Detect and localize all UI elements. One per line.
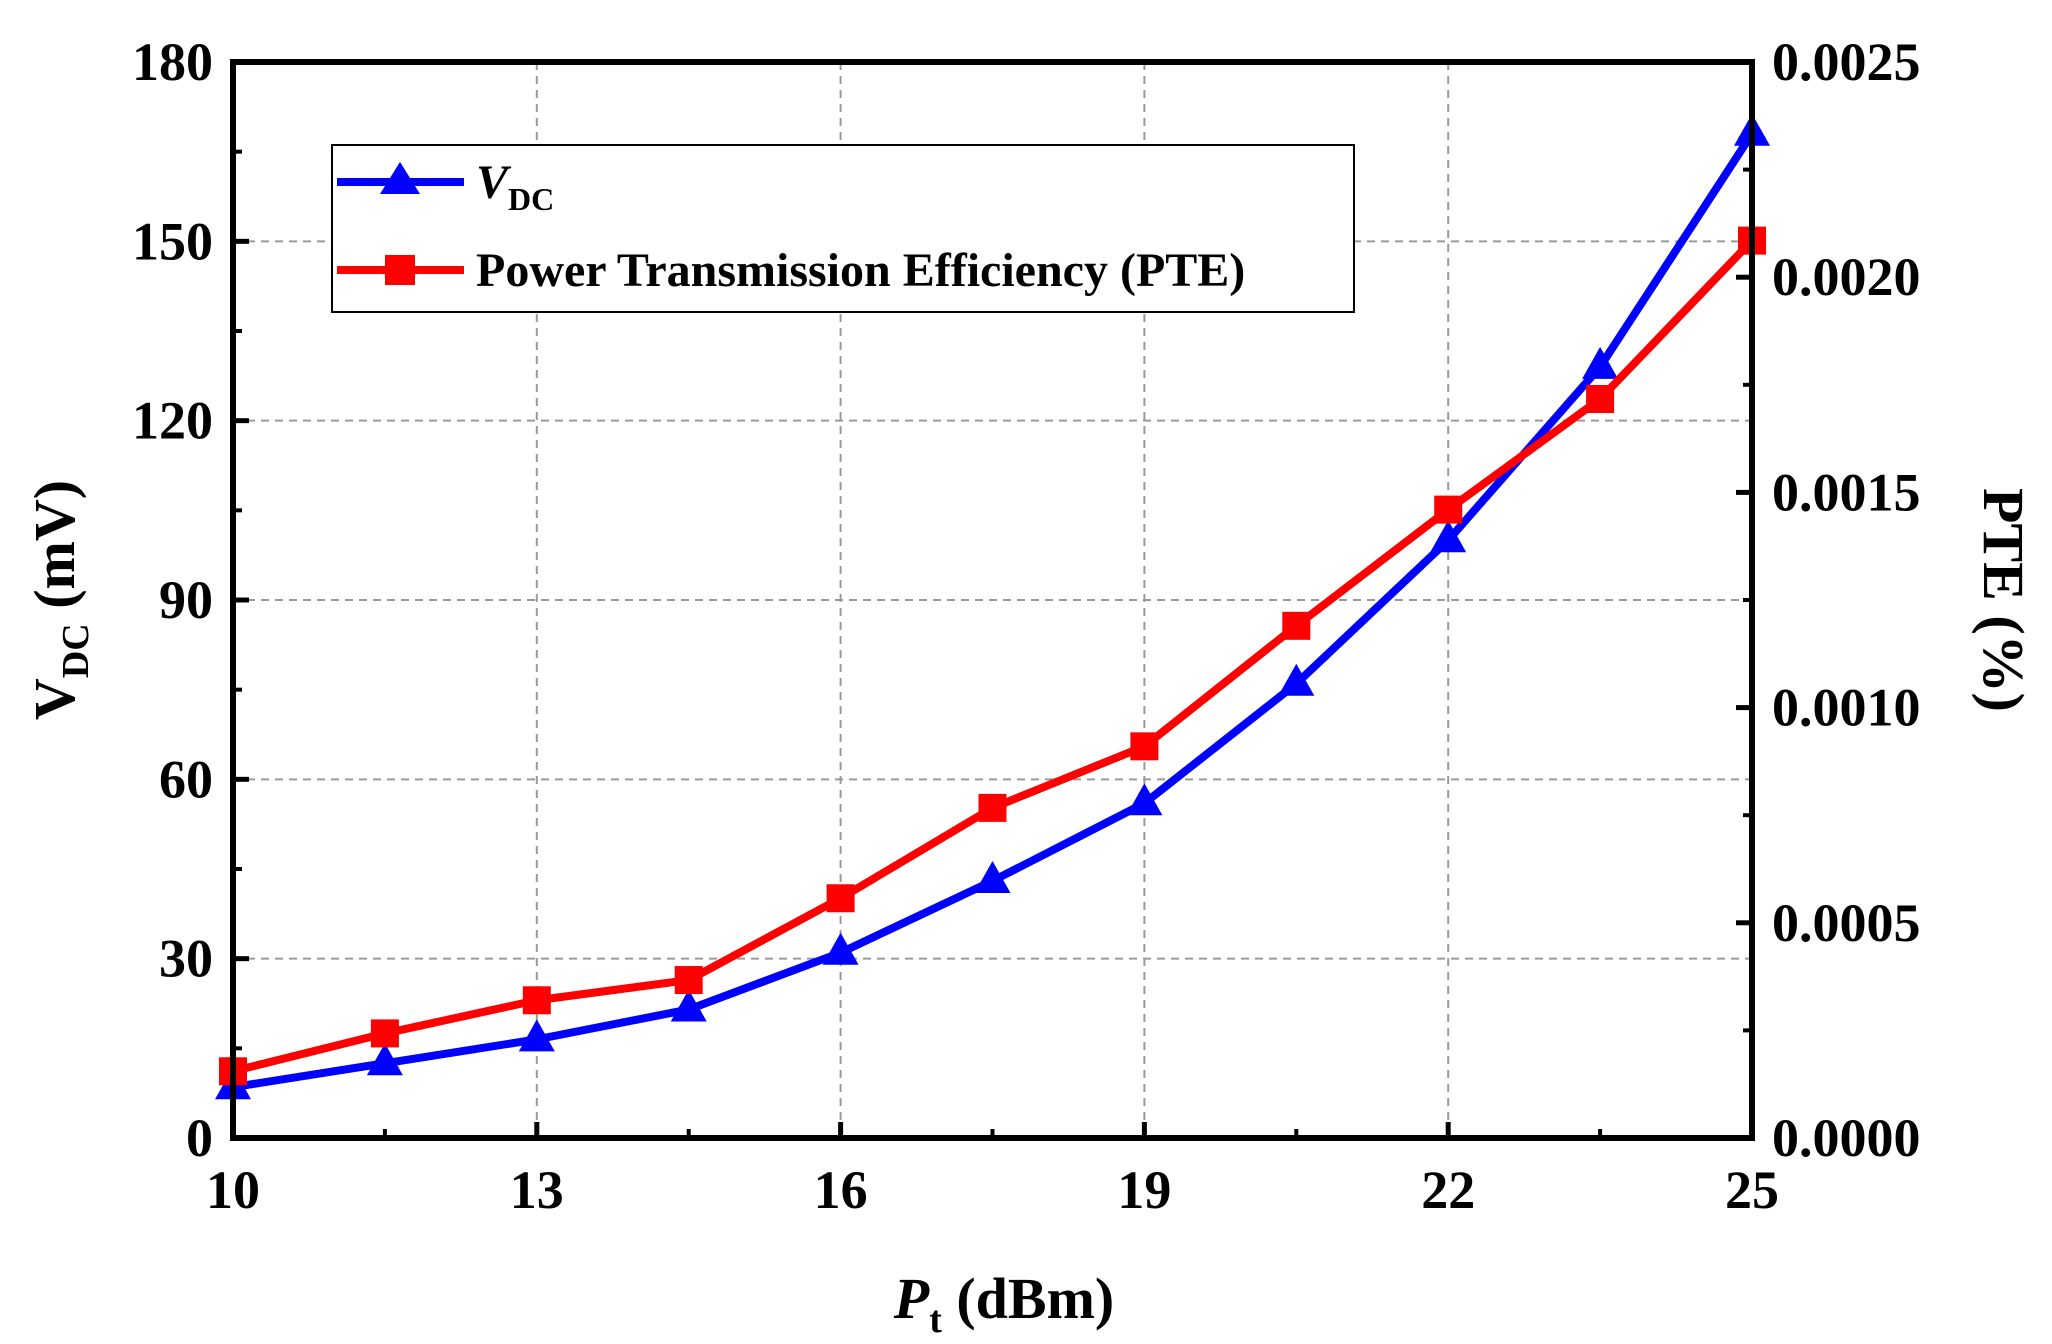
legend-box	[331, 144, 1355, 313]
data-point-vdc	[366, 1043, 403, 1076]
legend-marker-pte	[385, 255, 415, 285]
y-left-tick-label: 150	[132, 211, 213, 271]
x-tick-label: 22	[1421, 1160, 1475, 1220]
y-left-tick-label: 30	[159, 929, 213, 989]
x-tick-label: 13	[510, 1160, 564, 1220]
x-tick-label: 19	[1117, 1160, 1171, 1220]
data-point-vdc	[1126, 783, 1163, 816]
y-right-tick-label: 0.0010	[1772, 678, 1921, 738]
y-right-tick-label: 0.0015	[1772, 462, 1921, 522]
legend-marker-vdc	[380, 162, 420, 194]
y-axis-left-title-main: V	[22, 678, 87, 720]
y-left-tick-label: 60	[159, 749, 213, 809]
y-right-tick-label: 0.0005	[1772, 893, 1921, 953]
data-point-pte	[1434, 495, 1463, 524]
data-point-pte	[370, 1019, 399, 1048]
y-axis-left-title-unit: (mV)	[22, 480, 87, 623]
y-left-tick-label: 180	[132, 32, 213, 92]
data-point-pte	[674, 966, 703, 995]
data-point-vdc	[1430, 520, 1467, 553]
x-tick-label: 25	[1725, 1160, 1779, 1220]
data-point-vdc	[670, 989, 707, 1022]
data-point-pte	[1586, 385, 1615, 414]
y-left-tick-label: 0	[186, 1108, 213, 1168]
y-axis-right-title: PTE (%)	[1971, 488, 2036, 712]
y-left-tick-label: 90	[159, 570, 213, 630]
data-point-pte	[522, 986, 551, 1015]
data-point-vdc	[1278, 663, 1315, 696]
ticks: 10 13 16 19 22 25 0 30 60 90 120 150 180 0.0000 0.0005…	[132, 32, 1921, 1220]
data-point-pte	[826, 884, 855, 913]
data-point-vdc	[822, 932, 859, 965]
x-tick-label: 16	[814, 1160, 868, 1220]
data-point-vdc	[1582, 346, 1619, 379]
x-axis-title-main: P	[893, 1266, 930, 1331]
legend-label-pte: Power Transmission Efficiency (PTE)	[476, 244, 1245, 297]
x-axis-title-unit: (dBm)	[942, 1266, 1114, 1331]
x-axis-title: Pt (dBm)	[893, 1266, 1114, 1341]
legend-item-vdc: VDC	[337, 156, 554, 217]
y-axis-left-title-sub: DC	[55, 623, 97, 678]
y-right-tick-label: 0.0020	[1772, 247, 1921, 307]
data-point-vdc	[974, 860, 1011, 893]
legend: VDC Power Transmission Efficiency (PTE)	[331, 144, 1355, 313]
y-right-tick-label: 0.0000	[1772, 1108, 1921, 1168]
x-tick-label: 10	[206, 1160, 260, 1220]
series-layer	[215, 113, 1770, 1100]
data-point-pte	[978, 793, 1007, 822]
data-point-vdc	[518, 1019, 555, 1052]
y-left-tick-label: 120	[132, 391, 213, 451]
x-axis-title-sub: t	[929, 1299, 942, 1341]
data-point-pte	[1130, 732, 1159, 761]
y-right-tick-label: 0.0025	[1772, 32, 1921, 92]
legend-item-pte: Power Transmission Efficiency (PTE)	[337, 244, 1245, 297]
legend-label-vdc-sub: DC	[508, 181, 554, 217]
legend-label-vdc: VDC	[476, 156, 554, 217]
y-axis-left-title: VDC (mV)	[22, 480, 97, 720]
legend-label-vdc-main: V	[476, 156, 512, 209]
data-point-pte	[1282, 611, 1311, 640]
